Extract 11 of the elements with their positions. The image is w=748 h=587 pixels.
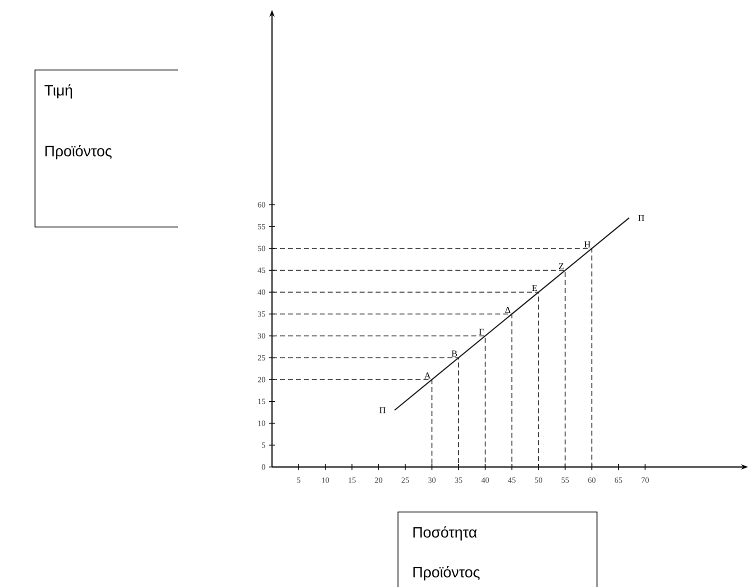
annotation: Ζ bbox=[558, 263, 564, 270]
series-label: Π bbox=[380, 407, 386, 414]
text: Π bbox=[638, 214, 644, 221]
annotation: Β bbox=[452, 350, 457, 357]
annotation: Η bbox=[584, 241, 590, 248]
annotation: Ε bbox=[532, 285, 537, 291]
text: Ποσότητα Προϊόντος bbox=[413, 526, 480, 580]
annotation: Γ bbox=[479, 328, 484, 335]
text: Τιμή Προϊόντος bbox=[44, 84, 112, 160]
annotation: Δ bbox=[505, 306, 510, 313]
annotation: Α bbox=[424, 372, 431, 378]
